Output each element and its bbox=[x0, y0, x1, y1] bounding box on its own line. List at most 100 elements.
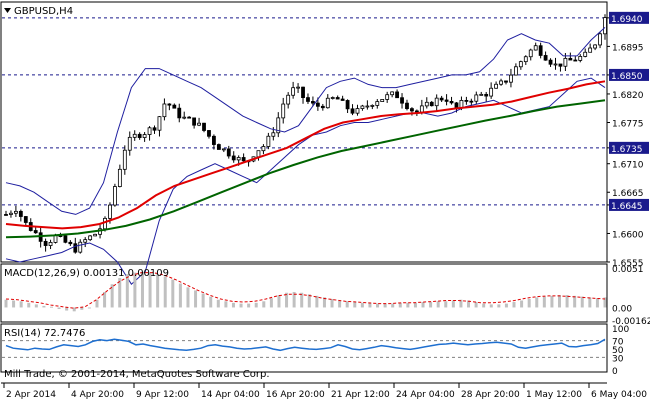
candle-body bbox=[53, 235, 58, 243]
slow-moving-average-line bbox=[5, 99, 606, 239]
candle-body bbox=[395, 91, 399, 99]
macd-histogram-bar bbox=[65, 307, 69, 311]
dropdown-triangle-icon[interactable] bbox=[4, 8, 11, 13]
price-tick-label: 1.6895 bbox=[612, 43, 644, 53]
macd-histogram-bar bbox=[595, 298, 599, 308]
candle-body bbox=[63, 235, 68, 243]
candle-body bbox=[221, 148, 226, 151]
macd-histogram-bar bbox=[573, 295, 577, 308]
macd-signal-line bbox=[5, 272, 606, 309]
macd-histogram-bar bbox=[542, 296, 546, 308]
macd-histogram-bar bbox=[27, 302, 31, 308]
macd-histogram-bar bbox=[19, 301, 23, 308]
candle-body bbox=[315, 102, 320, 107]
candle-body bbox=[439, 97, 444, 101]
candle-body bbox=[157, 116, 162, 131]
candle-body bbox=[400, 97, 404, 104]
price-level-label: 1.6645 bbox=[611, 202, 643, 212]
time-tick-label: 6 May 04:00 bbox=[591, 390, 647, 400]
candle-body bbox=[390, 91, 395, 96]
candle-body bbox=[68, 241, 73, 245]
candle-body bbox=[444, 99, 449, 102]
macd-histogram-bar bbox=[178, 283, 182, 308]
candle-body bbox=[177, 107, 182, 119]
macd-histogram-bar bbox=[421, 302, 425, 308]
macd-histogram-bar bbox=[254, 302, 258, 308]
macd-histogram-bar bbox=[459, 299, 463, 308]
candle-body bbox=[518, 61, 523, 68]
candle-body bbox=[147, 127, 152, 135]
candle-body bbox=[538, 45, 543, 56]
macd-histogram-bar bbox=[118, 278, 122, 308]
macd-histogram-bar bbox=[444, 301, 448, 308]
price-tick-label: 1.6820 bbox=[612, 91, 644, 101]
macd-histogram-bar bbox=[588, 297, 592, 308]
candle-body bbox=[573, 59, 578, 62]
candle-body bbox=[207, 130, 211, 137]
candle-body bbox=[340, 98, 345, 101]
fast-moving-average-line bbox=[5, 80, 606, 230]
macd-histogram-bar bbox=[413, 302, 417, 308]
macd-histogram-bar bbox=[269, 298, 273, 308]
macd-histogram-bar bbox=[603, 297, 607, 308]
candle-body bbox=[9, 212, 13, 215]
macd-histogram-bar bbox=[87, 307, 91, 309]
candle-body bbox=[127, 136, 132, 151]
candle-body bbox=[162, 103, 167, 118]
macd-histogram-bar bbox=[474, 302, 478, 308]
bollinger-upper-band bbox=[5, 27, 606, 215]
macd-histogram-bar bbox=[360, 302, 364, 308]
candle-body bbox=[88, 235, 93, 241]
candle-body bbox=[385, 94, 390, 100]
candle-body bbox=[335, 97, 340, 100]
candle-body bbox=[330, 97, 335, 99]
macd-histogram-bar bbox=[429, 302, 433, 308]
price-tick-label: 1.6600 bbox=[612, 230, 644, 240]
macd-histogram-bar bbox=[292, 291, 296, 308]
candle-body bbox=[588, 47, 593, 53]
candle-body bbox=[434, 97, 439, 107]
macd-histogram-bar bbox=[216, 299, 220, 308]
macd-histogram-bar bbox=[194, 290, 198, 308]
macd-tick-label: -0.00162 bbox=[612, 317, 650, 327]
candle-body bbox=[261, 146, 266, 152]
macd-histogram-bar bbox=[125, 274, 129, 308]
macd-histogram-bar bbox=[133, 272, 137, 308]
macd-histogram-bar bbox=[527, 298, 531, 308]
macd-histogram-bar bbox=[550, 295, 554, 308]
candle-body bbox=[509, 74, 513, 83]
indicator-overlays bbox=[5, 27, 606, 285]
macd-tick-label: 0.00 bbox=[612, 304, 632, 314]
macd-histogram-bar bbox=[57, 307, 61, 310]
price-level-badge bbox=[609, 11, 649, 24]
macd-histogram-bar bbox=[565, 295, 569, 308]
candle-body bbox=[152, 127, 157, 131]
axis-labels: 1.6940 1.6895 1.6850 1.6820 1.6775 1.6735 1.67… bbox=[3, 11, 650, 400]
price-level-label: 1.6850 bbox=[611, 72, 643, 82]
price-level-badge bbox=[609, 198, 649, 211]
rsi-tick-label: 70 bbox=[612, 338, 624, 348]
candle-body bbox=[301, 86, 305, 99]
macd-histogram-bar bbox=[330, 298, 334, 308]
price-tick-label: 1.6555 bbox=[612, 259, 644, 269]
macd-histogram-bar bbox=[110, 284, 114, 308]
candle-body bbox=[271, 132, 276, 137]
macd-histogram-bar bbox=[285, 292, 289, 308]
candle-body bbox=[296, 86, 300, 89]
candle-body bbox=[583, 51, 588, 57]
rsi-tick-label: 30 bbox=[612, 354, 624, 364]
candle-body bbox=[281, 103, 286, 119]
candle-body bbox=[553, 63, 558, 66]
rsi-tick-label: 0 bbox=[612, 367, 618, 377]
time-tick-label: 24 Apr 04:00 bbox=[396, 390, 455, 400]
candle-body bbox=[414, 110, 419, 113]
macd-histogram-bar bbox=[224, 301, 228, 308]
macd-histogram-bar bbox=[277, 295, 281, 308]
time-tick-label: 21 Apr 12:00 bbox=[331, 390, 390, 400]
candle-body bbox=[276, 117, 281, 134]
candle-body bbox=[548, 59, 553, 65]
macd-histogram-bar bbox=[558, 295, 562, 308]
macd-histogram-bar bbox=[406, 302, 410, 308]
candle-body bbox=[454, 102, 459, 109]
panel-frames bbox=[0, 1, 608, 384]
